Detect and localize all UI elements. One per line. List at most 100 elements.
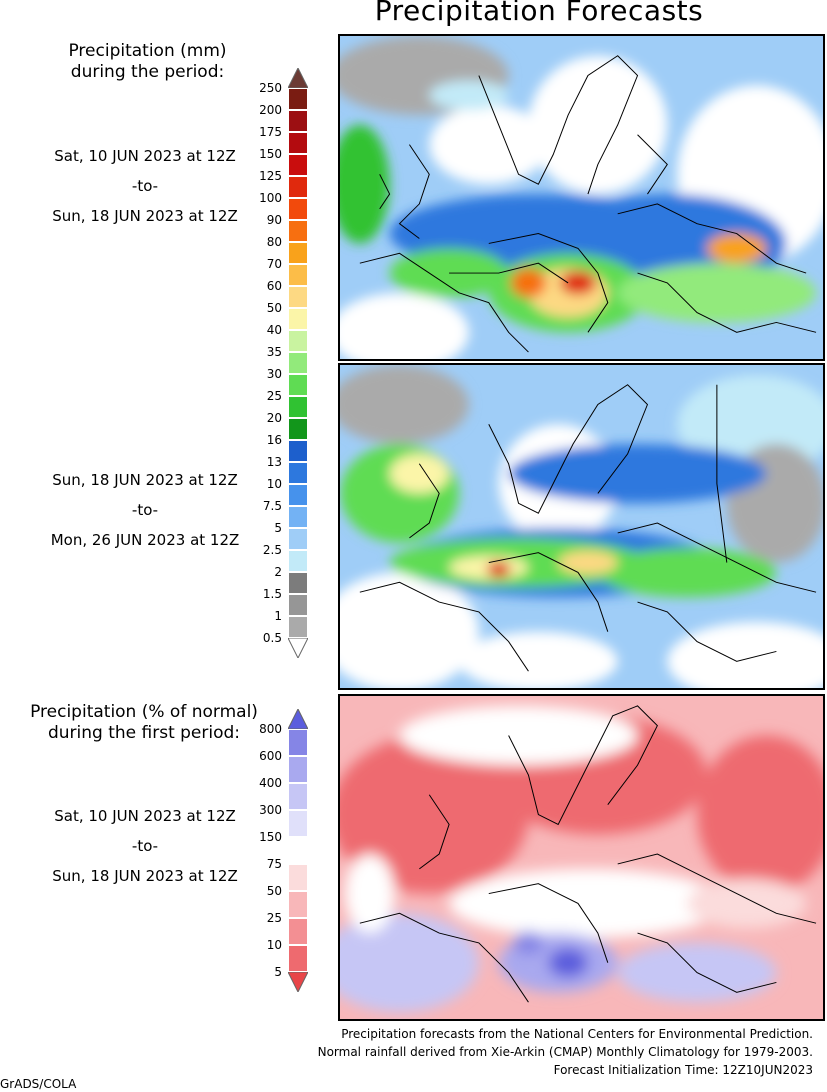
europe-precip-map-1	[340, 36, 823, 359]
period-3-end: Sun, 18 JUN 2023 at 12Z	[52, 867, 238, 885]
period-2-label: Sun, 18 JUN 2023 at 12Z -to- Mon, 26 JUN…	[20, 465, 270, 555]
mm-colorbar-segment	[288, 550, 308, 572]
mm-colorbar-tick-label: 80	[266, 235, 282, 249]
mm-colorbar-segment	[288, 396, 308, 418]
mm-colorbar-tick-label: 40	[266, 323, 282, 337]
mm-colorbar-tick-label: 2	[274, 565, 282, 579]
period-3-label: Sat, 10 JUN 2023 at 12Z -to- Sun, 18 JUN…	[20, 801, 270, 891]
period-3-start: Sat, 10 JUN 2023 at 12Z	[54, 807, 236, 825]
pct-colorbar-segment	[288, 783, 308, 810]
footer-text: Precipitation forecasts from the Nationa…	[318, 1025, 813, 1079]
mm-colorbar-segment	[288, 506, 308, 528]
mm-colorbar-segment	[288, 374, 308, 396]
mm-colorbar-tick-label: 20	[266, 411, 282, 425]
pct-legend-heading: Precipitation (% of normal) during the f…	[8, 702, 280, 744]
pct-colorbar-segment	[288, 864, 308, 891]
footer-line-2: Normal rainfall derived from Xie-Arkin (…	[317, 1045, 813, 1059]
mm-colorbar-segment	[288, 484, 308, 506]
pct-colorbar-segment	[288, 891, 308, 918]
pct-colorbar-tick-label: 75	[266, 857, 282, 871]
pct-colorbar-segment	[288, 945, 308, 972]
map-panel-period-2	[338, 363, 825, 690]
period-1-start: Sat, 10 JUN 2023 at 12Z	[54, 147, 236, 165]
mm-colorbar-segment	[288, 616, 308, 638]
period-3-sep: -to-	[131, 837, 159, 855]
mm-colorbar-tick-label: 7.5	[262, 499, 282, 513]
mm-legend-heading: Precipitation (mm) during the period:	[40, 41, 255, 83]
mm-colorbar-segment	[288, 594, 308, 616]
pct-colorbar-segment	[288, 729, 308, 756]
mm-colorbar-segment	[288, 132, 308, 154]
pct-colorbar-tick-label: 25	[266, 911, 282, 925]
pct-colorbar-tick-label: 50	[266, 884, 282, 898]
europe-percent-normal-map	[340, 696, 823, 1019]
mm-colorbar-segment	[288, 242, 308, 264]
mm-colorbar-segment	[288, 418, 308, 440]
mm-colorbar-tick-label: 16	[266, 433, 282, 447]
mm-colorbar-segment	[288, 286, 308, 308]
pct-colorbar-tick-label: 10	[266, 938, 282, 952]
mm-colorbar-segment	[288, 176, 308, 198]
mm-colorbar-segment	[288, 110, 308, 132]
mm-colorbar	[288, 68, 308, 664]
pct-colorbar-segment	[288, 810, 308, 837]
mm-colorbar-tick-label: 100	[259, 191, 282, 205]
mm-colorbar-tick-label: 50	[266, 301, 282, 315]
mm-colorbar-segment	[288, 220, 308, 242]
mm-colorbar-tick-label: 0.5	[262, 631, 282, 645]
mm-colorbar-tick-label: 1.5	[262, 587, 282, 601]
footer-line-1: Precipitation forecasts from the Nationa…	[341, 1027, 813, 1041]
period-1-label: Sat, 10 JUN 2023 at 12Z -to- Sun, 18 JUN…	[20, 141, 270, 231]
mm-colorbar-segment	[288, 198, 308, 220]
mm-colorbar-tick-label: 1	[274, 609, 282, 623]
mm-colorbar-segment	[288, 572, 308, 594]
mm-colorbar-segment	[288, 88, 308, 110]
mm-colorbar-segment	[288, 440, 308, 462]
mm-colorbar-tick-label: 35	[266, 345, 282, 359]
period-1-sep: -to-	[131, 177, 159, 195]
period-2-start: Sun, 18 JUN 2023 at 12Z	[52, 471, 238, 489]
mm-colorbar-tick-label: 125	[259, 169, 282, 183]
mm-colorbar-tick-label: 5	[274, 521, 282, 535]
mm-legend-heading-line1: Precipitation (mm)	[68, 41, 227, 61]
pct-colorbar-tick-label: 600	[259, 749, 282, 763]
pct-legend-heading-line2: during the first period:	[47, 723, 241, 743]
period-2-end: Mon, 26 JUN 2023 at 12Z	[50, 531, 240, 549]
map-panel-percent-normal	[338, 694, 825, 1021]
period-2-sep: -to-	[131, 501, 159, 519]
pct-colorbar-tick-label: 150	[259, 830, 282, 844]
pct-legend-heading-line1: Precipitation (% of normal)	[30, 702, 258, 722]
grads-credit: GrADS/COLA	[0, 1077, 77, 1091]
mm-colorbar-arrow-bottom	[288, 638, 308, 658]
europe-precip-map-2	[340, 365, 823, 688]
map-panel-period-1	[338, 34, 825, 361]
pct-colorbar-tick-label: 5	[274, 965, 282, 979]
pct-colorbar-arrow-top	[288, 709, 308, 729]
mm-colorbar-tick-label: 10	[266, 477, 282, 491]
mm-colorbar-tick-label: 90	[266, 213, 282, 227]
mm-colorbar-tick-label: 13	[266, 455, 282, 469]
pct-colorbar-arrow-bottom	[288, 972, 308, 992]
mm-colorbar-segment	[288, 308, 308, 330]
pct-colorbar	[288, 709, 308, 1009]
period-1-end: Sun, 18 JUN 2023 at 12Z	[52, 207, 238, 225]
mm-colorbar-tick-label: 70	[266, 257, 282, 271]
mm-colorbar-tick-label: 250	[259, 81, 282, 95]
pct-colorbar-tick-label: 400	[259, 776, 282, 790]
mm-colorbar-tick-label: 30	[266, 367, 282, 381]
page-title: Precipitation Forecasts	[374, 0, 704, 27]
mm-colorbar-tick-label: 25	[266, 389, 282, 403]
mm-colorbar-tick-label: 2.5	[262, 543, 282, 557]
mm-colorbar-arrow-top	[288, 68, 308, 88]
mm-colorbar-segment	[288, 462, 308, 484]
footer-line-3: Forecast Initialization Time: 12Z10JUN20…	[553, 1063, 813, 1077]
mm-colorbar-tick-label: 200	[259, 103, 282, 117]
pct-colorbar-segment	[288, 756, 308, 783]
mm-colorbar-tick-label: 60	[266, 279, 282, 293]
pct-colorbar-segment	[288, 918, 308, 945]
mm-colorbar-segment	[288, 154, 308, 176]
pct-colorbar-segment	[288, 837, 308, 864]
mm-colorbar-tick-label: 150	[259, 147, 282, 161]
pct-colorbar-tick-label: 300	[259, 803, 282, 817]
mm-colorbar-segment	[288, 264, 308, 286]
